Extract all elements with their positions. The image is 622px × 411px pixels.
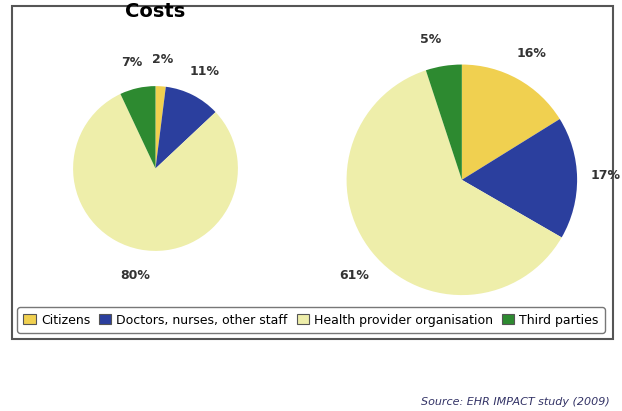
Text: 5%: 5% — [420, 33, 441, 46]
Wedge shape — [426, 65, 462, 180]
Legend: Citizens, Doctors, nurses, other staff, Health provider organisation, Third part: Citizens, Doctors, nurses, other staff, … — [17, 307, 605, 333]
Text: 61%: 61% — [339, 269, 369, 282]
Wedge shape — [462, 65, 560, 180]
Title: Costs: Costs — [126, 2, 185, 21]
Wedge shape — [73, 94, 238, 251]
Text: 7%: 7% — [121, 56, 142, 69]
Text: 17%: 17% — [591, 169, 621, 182]
Text: 2%: 2% — [152, 53, 173, 67]
Wedge shape — [121, 86, 156, 169]
Wedge shape — [462, 119, 577, 238]
Text: 80%: 80% — [120, 269, 150, 282]
Wedge shape — [346, 70, 562, 295]
Wedge shape — [156, 87, 216, 169]
Text: 11%: 11% — [190, 65, 220, 78]
Text: Source: EHR IMPACT study (2009): Source: EHR IMPACT study (2009) — [421, 397, 610, 407]
Wedge shape — [156, 86, 166, 169]
Text: 16%: 16% — [516, 47, 546, 60]
